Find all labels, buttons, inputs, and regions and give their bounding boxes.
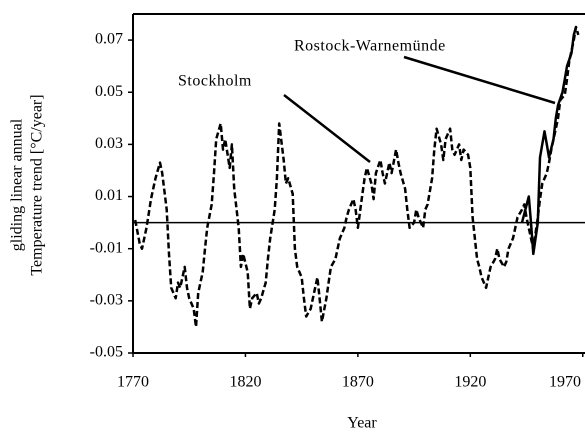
series-line [520, 26, 578, 256]
annotation: Stockholm [178, 73, 252, 90]
y-tick-label: 0.05 [95, 83, 123, 100]
leader-line [283, 94, 371, 163]
y-axis-label: gliding linear annual [9, 118, 26, 251]
annotation: Rostock-Warnemünde [294, 38, 446, 55]
x-tick-label: 1970 [549, 374, 581, 391]
x-tick-label: 1920 [454, 374, 486, 391]
x-tick-label: 1770 [117, 374, 149, 391]
series-line [133, 25, 580, 329]
leader-line [403, 55, 556, 105]
x-tick-label: 1870 [342, 374, 374, 391]
y-tick-label: 0.01 [95, 187, 123, 204]
x-axis-label: Year [347, 415, 377, 432]
x-tick-label: 1820 [229, 374, 261, 391]
y-axis-label: Temperature trend [°C/year] [29, 94, 46, 275]
y-tick-label: -0.03 [90, 292, 123, 309]
y-tick-label: -0.01 [90, 239, 123, 256]
y-tick-label: 0.07 [95, 31, 123, 48]
y-tick-label: -0.05 [90, 344, 123, 361]
y-tick-label: 0.03 [95, 135, 123, 152]
